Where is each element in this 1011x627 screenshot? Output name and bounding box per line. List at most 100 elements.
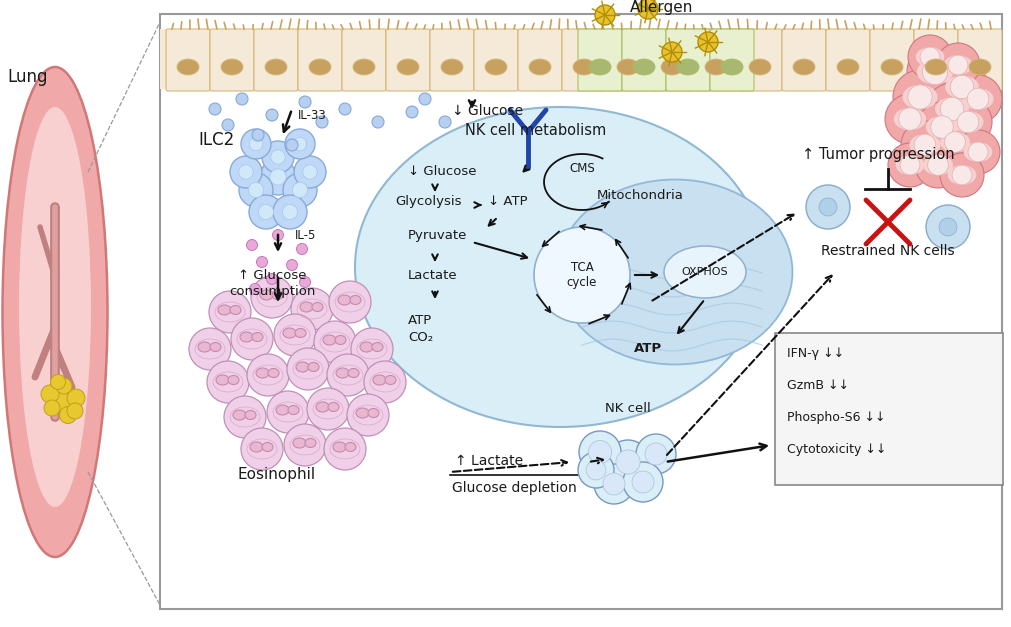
Ellipse shape — [229, 305, 241, 315]
Text: Cytotoxicity ↓↓: Cytotoxicity ↓↓ — [787, 443, 886, 456]
FancyBboxPatch shape — [913, 29, 957, 91]
Ellipse shape — [198, 342, 210, 352]
Ellipse shape — [245, 411, 256, 419]
Ellipse shape — [909, 134, 939, 155]
Circle shape — [953, 75, 1001, 123]
Circle shape — [578, 431, 621, 473]
Ellipse shape — [915, 47, 943, 67]
Ellipse shape — [441, 59, 463, 75]
Circle shape — [67, 389, 85, 407]
Circle shape — [273, 195, 306, 229]
Circle shape — [266, 109, 278, 121]
Text: IL-33: IL-33 — [297, 109, 327, 122]
Circle shape — [899, 155, 919, 175]
FancyBboxPatch shape — [210, 29, 254, 91]
Circle shape — [266, 273, 277, 285]
Circle shape — [927, 155, 947, 176]
Ellipse shape — [632, 59, 654, 75]
Circle shape — [419, 93, 431, 105]
Circle shape — [943, 132, 964, 152]
Text: Phospho-S6 ↓↓: Phospho-S6 ↓↓ — [787, 411, 885, 424]
Circle shape — [239, 173, 273, 207]
Circle shape — [661, 42, 681, 62]
Circle shape — [339, 103, 351, 115]
Text: GzmB ↓↓: GzmB ↓↓ — [787, 379, 848, 392]
Circle shape — [916, 102, 967, 152]
Circle shape — [260, 159, 295, 195]
Text: Glycolysis: Glycolysis — [394, 195, 461, 208]
Text: Glucose depletion: Glucose depletion — [452, 481, 576, 495]
Ellipse shape — [962, 142, 992, 162]
Circle shape — [935, 43, 979, 87]
Circle shape — [939, 153, 983, 197]
Ellipse shape — [233, 410, 246, 420]
Circle shape — [43, 400, 60, 416]
Ellipse shape — [311, 302, 323, 312]
Circle shape — [302, 165, 316, 179]
Ellipse shape — [323, 335, 336, 345]
Ellipse shape — [307, 362, 318, 372]
Ellipse shape — [177, 59, 199, 75]
Ellipse shape — [484, 59, 507, 75]
Ellipse shape — [19, 107, 91, 507]
Ellipse shape — [256, 368, 269, 378]
Text: ILC2: ILC2 — [198, 131, 234, 149]
Text: IFN-γ ↓↓: IFN-γ ↓↓ — [787, 347, 843, 360]
FancyBboxPatch shape — [737, 29, 782, 91]
Ellipse shape — [240, 332, 253, 342]
Circle shape — [52, 392, 72, 412]
Ellipse shape — [335, 335, 346, 344]
Circle shape — [921, 60, 946, 85]
FancyBboxPatch shape — [297, 29, 342, 91]
FancyBboxPatch shape — [254, 29, 297, 91]
Circle shape — [907, 35, 951, 79]
Ellipse shape — [293, 438, 305, 448]
Circle shape — [262, 141, 294, 173]
Ellipse shape — [220, 59, 243, 75]
Circle shape — [938, 218, 956, 236]
Circle shape — [252, 129, 264, 141]
Circle shape — [906, 44, 962, 100]
FancyBboxPatch shape — [518, 29, 561, 91]
Ellipse shape — [348, 369, 359, 377]
Circle shape — [644, 443, 666, 465]
Circle shape — [351, 328, 392, 370]
Ellipse shape — [373, 375, 385, 385]
FancyBboxPatch shape — [385, 29, 430, 91]
Circle shape — [291, 288, 333, 330]
Ellipse shape — [299, 302, 312, 312]
Ellipse shape — [217, 305, 231, 315]
Ellipse shape — [922, 155, 952, 176]
Circle shape — [947, 55, 967, 75]
Circle shape — [637, 0, 657, 19]
Circle shape — [287, 348, 329, 390]
FancyBboxPatch shape — [694, 29, 737, 91]
Circle shape — [241, 129, 271, 159]
Circle shape — [603, 473, 625, 495]
Ellipse shape — [588, 59, 611, 75]
Ellipse shape — [895, 155, 923, 175]
Text: Mitochondria: Mitochondria — [595, 189, 682, 202]
Ellipse shape — [350, 295, 361, 305]
Circle shape — [251, 276, 293, 318]
Circle shape — [818, 198, 836, 216]
Circle shape — [347, 394, 388, 436]
Circle shape — [286, 139, 297, 151]
Ellipse shape — [304, 438, 315, 448]
FancyBboxPatch shape — [774, 333, 1002, 485]
Ellipse shape — [2, 67, 107, 557]
Text: NK cell: NK cell — [605, 402, 650, 415]
Ellipse shape — [315, 402, 329, 412]
Circle shape — [229, 156, 262, 188]
FancyBboxPatch shape — [561, 29, 606, 91]
FancyBboxPatch shape — [606, 29, 649, 91]
Circle shape — [585, 460, 606, 480]
Circle shape — [951, 165, 971, 185]
Circle shape — [249, 195, 283, 229]
Circle shape — [931, 119, 977, 165]
Ellipse shape — [368, 409, 379, 418]
Circle shape — [247, 354, 289, 396]
Circle shape — [900, 121, 948, 169]
Circle shape — [616, 450, 640, 474]
Circle shape — [270, 169, 286, 185]
